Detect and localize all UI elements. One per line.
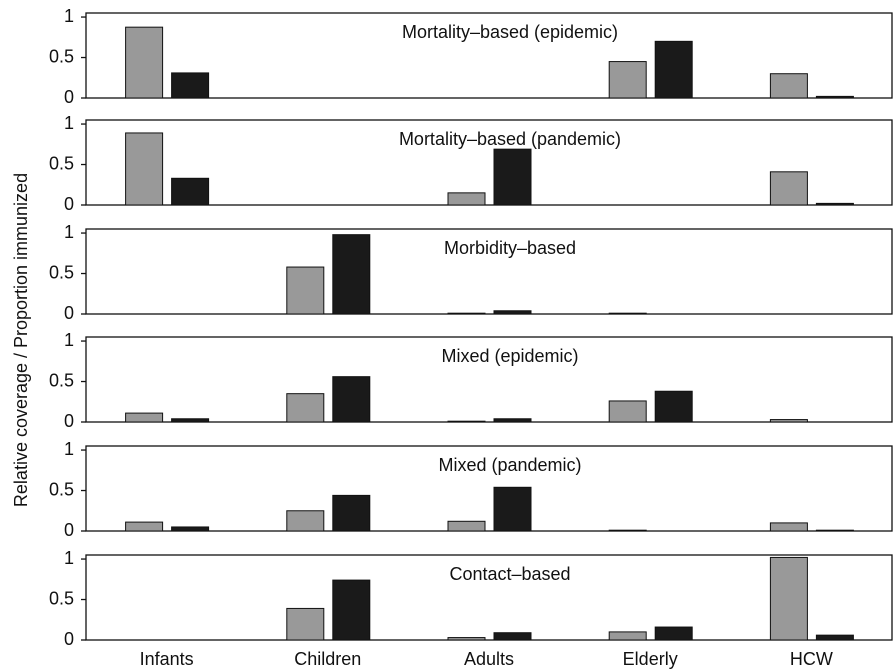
bar [769,73,808,99]
bar [286,266,325,315]
bar [171,72,210,99]
bar [493,310,532,315]
bar [654,626,693,641]
bar [125,412,164,423]
panel-title: Contact–based [449,564,570,584]
y-axis-label: Relative coverage / Proportion immunized [11,173,31,507]
panel-frame [85,336,893,423]
panel-title: Mixed (epidemic) [441,346,578,366]
bar [286,393,325,423]
y-tick-label: 0 [64,520,74,540]
bar [608,529,647,532]
bar [815,529,854,532]
bar [493,632,532,641]
y-tick-label: 1 [64,548,74,568]
bar [608,400,647,423]
bar [332,494,371,532]
bar [332,234,371,315]
bar [447,520,486,532]
bar [769,556,808,641]
bar [654,40,693,99]
y-tick-label: 1 [64,439,74,459]
bar [332,376,371,423]
panel-frame [85,12,893,99]
panel-title: Mortality–based (epidemic) [402,22,618,42]
bar [171,177,210,206]
bar [447,192,486,206]
y-tick-label: 1 [64,222,74,242]
x-tick-label: HCW [790,649,833,669]
bar [769,522,808,532]
bar [654,390,693,423]
panel-frame [85,119,893,206]
bar [447,637,486,641]
y-tick-label: 0.5 [49,262,74,282]
x-tick-label: Children [294,649,361,669]
bar [286,607,325,641]
x-tick-label: Adults [464,649,514,669]
y-tick-label: 0 [64,629,74,649]
y-tick-label: 0.5 [49,153,74,173]
y-tick-label: 0.5 [49,46,74,66]
bar [171,526,210,532]
y-tick-label: 0 [64,303,74,323]
bar [286,510,325,532]
bar [125,26,164,99]
panel-frame [85,228,893,315]
panel-frame [85,445,893,532]
bar [769,419,808,423]
panel-frame [85,554,893,641]
bar [332,579,371,641]
y-tick-label: 1 [64,330,74,350]
panel-title: Mortality–based (pandemic) [399,129,621,149]
panel-title: Mixed (pandemic) [438,455,581,475]
y-tick-label: 0 [64,87,74,107]
y-tick-label: 0.5 [49,370,74,390]
bar [815,634,854,641]
bar [493,148,532,206]
y-tick-label: 1 [64,113,74,133]
bar [125,521,164,532]
bar [608,61,647,99]
bar [493,418,532,423]
bar [447,420,486,423]
bar [125,132,164,206]
bar [815,202,854,206]
bar [171,418,210,423]
bar [493,486,532,532]
y-tick-label: 0.5 [49,588,74,608]
bar [447,312,486,315]
panel-title: Morbidity–based [444,238,576,258]
y-tick-label: 0 [64,411,74,431]
bar [769,171,808,206]
y-tick-label: 1 [64,6,74,26]
x-tick-label: Elderly [623,649,678,669]
y-tick-label: 0.5 [49,479,74,499]
bar [608,631,647,641]
y-tick-label: 0 [64,194,74,214]
x-tick-label: Infants [140,649,194,669]
bar [608,312,647,315]
bar [815,95,854,99]
